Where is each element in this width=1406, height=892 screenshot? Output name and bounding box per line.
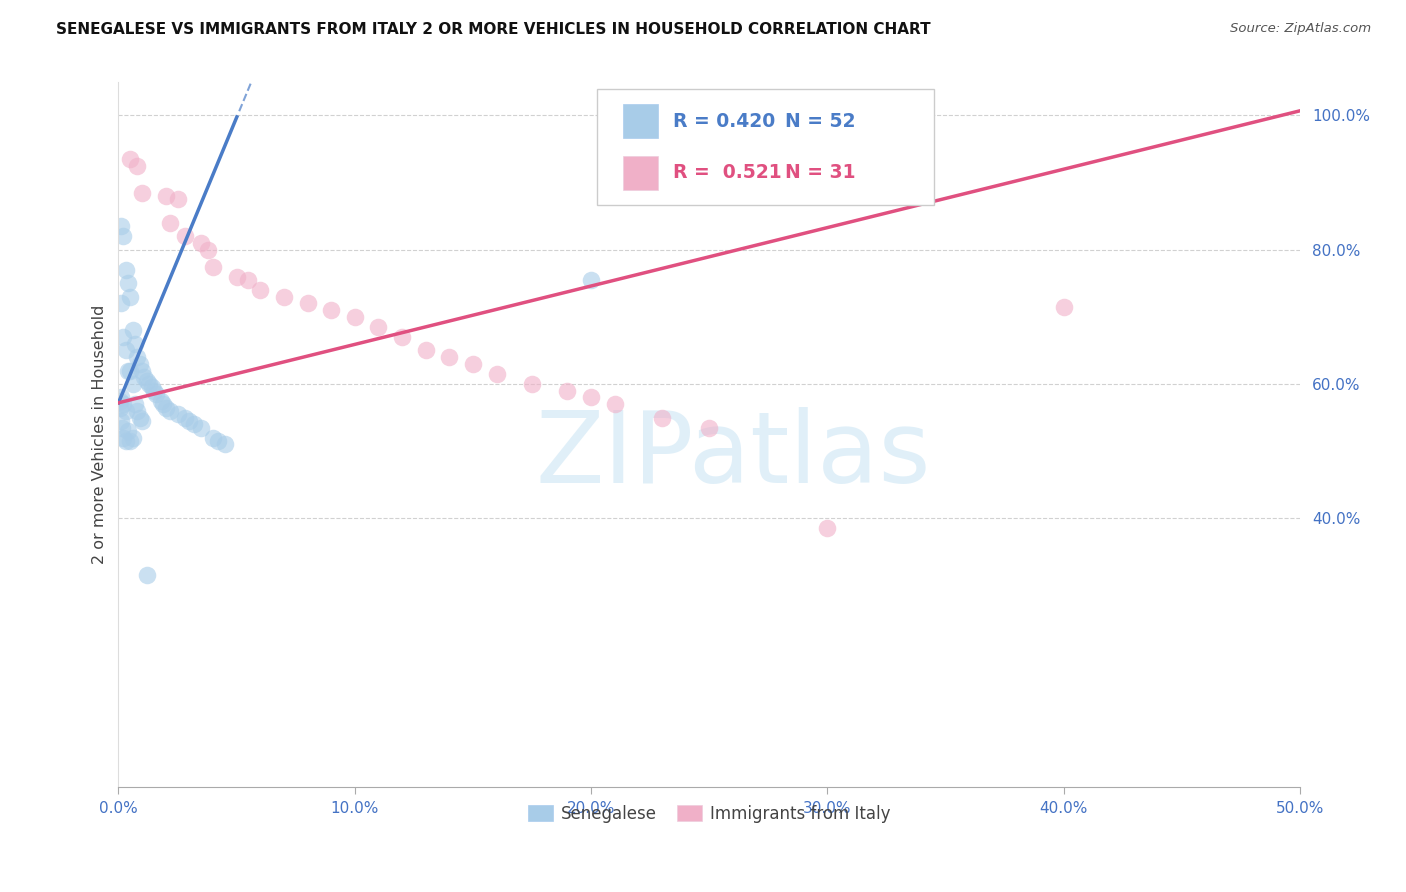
Legend: Senegalese, Immigrants from Italy: Senegalese, Immigrants from Italy <box>522 798 897 830</box>
Point <box>131 363 153 377</box>
Text: N = 31: N = 31 <box>785 163 855 182</box>
Point <box>367 320 389 334</box>
Text: R =  0.521: R = 0.521 <box>672 163 782 182</box>
Point <box>155 189 177 203</box>
Point <box>121 431 143 445</box>
Point <box>124 336 146 351</box>
Point <box>461 357 484 371</box>
Point <box>249 283 271 297</box>
Point <box>145 387 167 401</box>
Text: ZIPatlas: ZIPatlas <box>536 407 931 504</box>
Point <box>201 260 224 274</box>
Point <box>127 404 149 418</box>
Text: R = 0.420: R = 0.420 <box>672 112 775 131</box>
FancyBboxPatch shape <box>623 156 658 190</box>
Point <box>579 391 602 405</box>
Point <box>697 420 720 434</box>
Point <box>135 568 157 582</box>
Point <box>603 397 626 411</box>
Point <box>112 229 135 244</box>
Point <box>128 410 150 425</box>
Point <box>557 384 579 398</box>
Point <box>112 330 135 344</box>
Point <box>238 273 260 287</box>
Point <box>134 370 156 384</box>
Point <box>110 296 132 310</box>
Point <box>131 186 153 200</box>
Point <box>127 350 149 364</box>
Point <box>173 229 195 244</box>
Point <box>651 410 673 425</box>
Point <box>166 193 188 207</box>
Point <box>155 401 177 415</box>
Point <box>214 437 236 451</box>
Point <box>114 434 136 448</box>
Point <box>439 350 461 364</box>
Point <box>117 424 139 438</box>
Point <box>114 343 136 358</box>
Text: N = 52: N = 52 <box>785 112 855 131</box>
Point <box>120 290 142 304</box>
Point <box>117 277 139 291</box>
Point <box>108 393 131 408</box>
Point <box>579 273 602 287</box>
Point <box>166 407 188 421</box>
Point <box>120 152 142 166</box>
Point <box>159 216 181 230</box>
Point <box>197 243 219 257</box>
Point <box>225 269 247 284</box>
Point <box>142 384 165 398</box>
Point <box>190 420 212 434</box>
FancyBboxPatch shape <box>598 89 934 205</box>
Point <box>110 391 132 405</box>
Point <box>321 303 343 318</box>
Point <box>110 414 132 428</box>
Point <box>391 330 413 344</box>
Point <box>173 410 195 425</box>
Point <box>297 296 319 310</box>
Text: SENEGALESE VS IMMIGRANTS FROM ITALY 2 OR MORE VEHICLES IN HOUSEHOLD CORRELATION : SENEGALESE VS IMMIGRANTS FROM ITALY 2 OR… <box>56 22 931 37</box>
Point <box>201 431 224 445</box>
Y-axis label: 2 or more Vehicles in Household: 2 or more Vehicles in Household <box>93 305 107 564</box>
Point <box>114 404 136 418</box>
Point <box>131 414 153 428</box>
Point <box>121 377 143 392</box>
Point <box>124 397 146 411</box>
Point <box>112 397 135 411</box>
Point <box>183 417 205 432</box>
Point <box>190 235 212 250</box>
Point <box>110 219 132 234</box>
Point <box>111 420 134 434</box>
Point <box>127 159 149 173</box>
Point <box>343 310 366 324</box>
Point <box>149 393 172 408</box>
Point <box>485 367 508 381</box>
Point <box>120 363 142 377</box>
FancyBboxPatch shape <box>623 104 658 138</box>
Point <box>415 343 437 358</box>
Point <box>120 434 142 448</box>
Point <box>128 357 150 371</box>
Text: Source: ZipAtlas.com: Source: ZipAtlas.com <box>1230 22 1371 36</box>
Point <box>121 323 143 337</box>
Point <box>112 431 135 445</box>
Point <box>207 434 229 448</box>
Point <box>135 374 157 388</box>
Point <box>273 290 295 304</box>
Point <box>114 263 136 277</box>
Point <box>138 377 160 392</box>
Point <box>110 401 132 415</box>
Point <box>520 377 543 392</box>
Point <box>159 404 181 418</box>
Point <box>117 363 139 377</box>
Point <box>141 380 163 394</box>
Point <box>1053 300 1076 314</box>
Point <box>179 414 201 428</box>
Point <box>817 521 839 535</box>
Point <box>152 397 174 411</box>
